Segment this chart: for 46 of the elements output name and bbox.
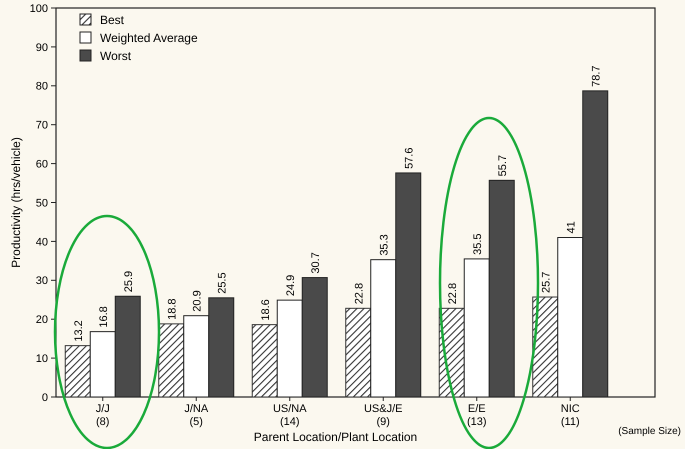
data-label: 25.7 (540, 272, 552, 294)
y-axis-title: Productivity (hrs/vehicle) (9, 137, 23, 268)
x-tick-label: E/E (13) (466, 403, 487, 428)
legend-label: Best (100, 13, 125, 27)
legend-label: Weighted Average (100, 31, 198, 45)
y-tick-label: 40 (36, 236, 48, 248)
y-tick-label: 20 (36, 314, 48, 326)
bar (532, 296, 558, 398)
y-tick-label: 30 (36, 275, 48, 288)
bar (252, 324, 278, 398)
y-tick-label: 80 (36, 80, 48, 93)
x-axis-title: Parent Location/Plant Location (254, 430, 418, 444)
data-label: 30.7 (310, 252, 322, 274)
data-label: 78.7 (590, 65, 602, 87)
data-label: 55.7 (496, 154, 509, 176)
bar (158, 323, 184, 398)
data-label: 41 (565, 221, 578, 234)
data-label: 22.8 (446, 282, 459, 304)
data-label: 18.8 (166, 298, 178, 320)
data-label: 16.8 (98, 306, 110, 328)
data-label: 35.5 (472, 233, 484, 255)
x-tick-label: US&J/E (9) (364, 403, 403, 428)
legend-label: Worst (100, 49, 132, 63)
bar (345, 308, 372, 398)
x-tick-label: J/J (8) (96, 403, 110, 428)
data-label: 13.2 (72, 320, 85, 342)
x-tick-label: J/NA (5) (184, 403, 209, 428)
y-tick-label: 60 (36, 158, 48, 170)
y-tick-label: 100 (30, 2, 48, 15)
data-label: 25.5 (216, 272, 228, 294)
data-label: 24.9 (284, 274, 297, 296)
y-tick-label: 90 (36, 42, 48, 54)
text: (Sample Size) (618, 426, 681, 437)
data-label: 25.9 (122, 270, 135, 292)
y-tick-label: 70 (36, 120, 48, 132)
data-label: 20.9 (191, 290, 204, 312)
data-label: 57.6 (403, 148, 416, 169)
data-label: 35.3 (378, 234, 390, 256)
y-tick-label: 0 (42, 392, 48, 404)
data-label: 22.8 (353, 282, 366, 304)
y-tick-label: 10 (36, 352, 48, 365)
x-tick-label: US/NA (14) (272, 403, 308, 428)
y-tick-label: 50 (36, 197, 48, 210)
x-tick-label: NIC (11) (560, 403, 580, 428)
data-label: 18.6 (260, 299, 272, 321)
bar (64, 345, 91, 398)
